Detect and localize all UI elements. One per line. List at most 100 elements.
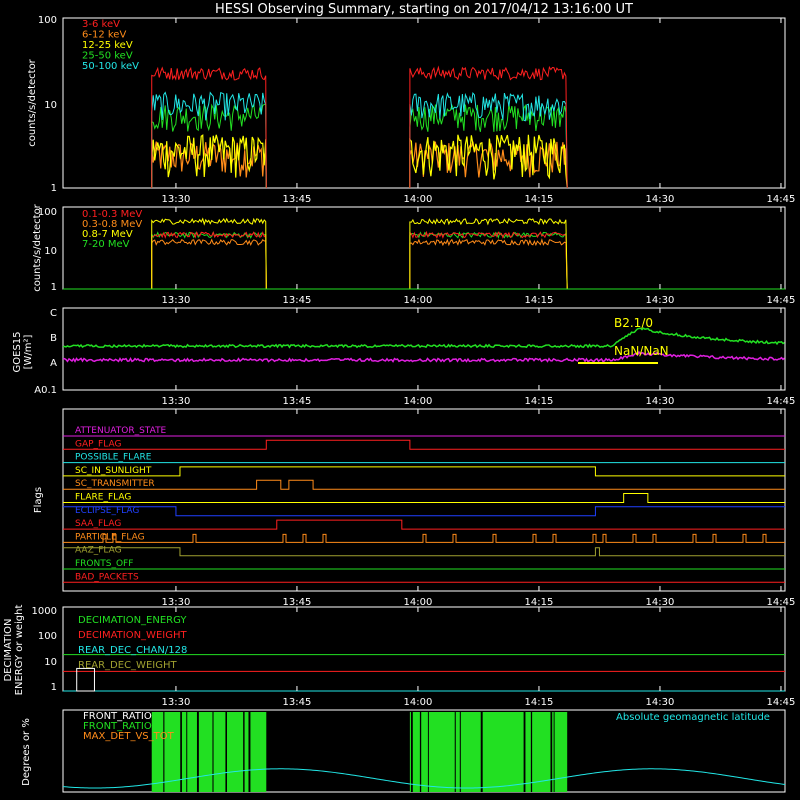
flag-line: [63, 506, 785, 517]
flag-label: FRONTS_OFF: [75, 559, 133, 569]
x-tick-label: 14:15: [525, 597, 554, 608]
x-tick-label: 14:45: [767, 295, 796, 306]
x-tick-label: 14:15: [525, 697, 554, 708]
panel-low-energy-ytick-10: 10: [44, 100, 57, 111]
flag-line: [63, 439, 785, 450]
legend-item: REAR_DEC_CHAN/128: [78, 645, 187, 656]
x-tick-label: 13:30: [162, 597, 191, 608]
panel-low-energy-xticks: 13:30 13:45 14:00 14:15 14:30 14:45: [162, 18, 796, 205]
panel-high-energy-ytick-100: 100: [38, 207, 57, 218]
flag-line: [63, 547, 785, 557]
x-tick-label: 13:30: [162, 194, 191, 205]
x-tick-label: 14:00: [404, 295, 433, 306]
flag-label: SAA_FLAG: [75, 519, 121, 529]
x-tick-label: 13:30: [162, 295, 191, 306]
panel-decimation-ytick-1: 1: [51, 682, 57, 693]
panel-goes: [62, 327, 785, 364]
panel-high-energy-xticks: 13:30 13:45 14:00 14:15 14:30 14:45: [162, 207, 796, 306]
legend-item: 3-6 keV: [82, 19, 120, 30]
panel-ratio: [62, 712, 786, 792]
panel-decimation-ytick-10: 10: [44, 657, 57, 668]
panel-goes-ylabel-line2: [W/m²]: [23, 334, 34, 369]
series-line-0.1-0.3-MeV: [409, 230, 568, 290]
series-line-12-25-keV: [409, 134, 568, 189]
panel-low-energy-frame: [62, 17, 786, 189]
x-tick-label: 14:30: [646, 194, 675, 205]
series-line-0.8-7-MeV: [151, 217, 267, 290]
flag-line: [63, 493, 785, 503]
panel-high-energy-ylabel: counts/s/detector: [32, 203, 43, 291]
series-line-0.3-0.8-MeV: [151, 238, 267, 290]
legend-item: DECIMATION_WEIGHT: [78, 630, 187, 641]
panel-decimation-legend: DECIMATION_ENERGY DECIMATION_WEIGHT REAR_D…: [78, 615, 187, 671]
legend-item: 0.3-0.8 MeV: [82, 219, 142, 230]
panel-flags: ATTENUATOR_STATE GAP_FLAG POSSIBLE_FLARE SC…: [63, 426, 785, 583]
x-tick-label: 14:30: [646, 295, 675, 306]
front-ratio-fill: [409, 712, 568, 792]
series-line-0.1-0.3-MeV: [151, 231, 267, 290]
legend-item: 12-25 keV: [82, 40, 133, 51]
legend-item: DECIMATION_ENERGY: [78, 615, 187, 626]
figure-title: HESSI Observing Summary, starting on 201…: [215, 2, 633, 17]
x-tick-label: 13:45: [283, 194, 312, 205]
panel-high-energy-frame: [62, 206, 786, 290]
flag-label: GAP_FLAG: [75, 439, 121, 449]
x-tick-label: 14:45: [767, 194, 796, 205]
panel-decimation-ylabel-line1: DECIMATION: [3, 618, 14, 681]
x-tick-label: 13:45: [283, 295, 312, 306]
legend-item: FRONT_RATIO: [83, 721, 152, 732]
panel-decimation-ytick-100: 100: [38, 631, 57, 642]
panel-high-energy-ytick-1: 1: [51, 282, 57, 293]
panel-goes-ytick-C: C: [50, 308, 57, 319]
flag-label: POSSIBLE_FLARE: [75, 453, 152, 463]
panel-flags-frame: [62, 408, 786, 592]
goes-annotation-short: NaN/NaN: [614, 344, 669, 358]
flag-label: PARTICLE_FLAG: [75, 532, 145, 542]
series-line-0.8-7-MeV: [409, 217, 568, 290]
series-line-0.3-0.8-MeV: [409, 238, 568, 290]
legend-item: REAR_DEC_WEIGHT: [78, 660, 177, 671]
legend-item: 6-12 keV: [82, 30, 126, 41]
series-line-3-6-keV: [151, 66, 267, 189]
x-tick-label: 14:15: [525, 194, 554, 205]
panel-high-energy: [63, 217, 785, 290]
flag-label: SC_TRANSMITTER: [75, 479, 155, 489]
flag-line: [63, 533, 785, 543]
flag-line: [63, 466, 785, 477]
series-line-50-100-keV: [151, 91, 267, 189]
panel-decimation-ytick-1000: 1000: [32, 606, 57, 617]
panel-goes-ytick-A: A: [50, 358, 57, 369]
panel-low-energy-ytick-1: 1: [51, 183, 57, 194]
x-tick-label: 14:00: [404, 697, 433, 708]
panel-goes-ytick-A0.1: A0.1: [34, 385, 57, 396]
flag-label: SC_IN_SUNLIGHT: [75, 466, 152, 476]
flag-label: AAZ_FLAG: [75, 546, 122, 556]
series-line-50-100-keV: [409, 92, 568, 189]
x-tick-label: 13:45: [283, 597, 312, 608]
legend-item: 50-100 keV: [82, 61, 139, 72]
flag-label: ECLIPSE_FLAG: [75, 506, 139, 516]
x-tick-label: 14:00: [404, 597, 433, 608]
x-tick-label: 14:15: [525, 396, 554, 407]
x-tick-label: 14:45: [767, 597, 796, 608]
legend-item: 0.1-0.3 MeV: [82, 209, 142, 220]
x-tick-label: 13:45: [283, 396, 312, 407]
geomagnetic-latitude-line: [62, 768, 786, 789]
flag-label: ATTENUATOR_STATE: [75, 426, 167, 436]
goes-annotation-long: B2.1/0: [614, 316, 653, 330]
flag-label: BAD_PACKETS: [75, 572, 139, 582]
panel-low-energy: [151, 65, 568, 189]
x-tick-label: 14:00: [404, 396, 433, 407]
x-tick-label: 14:30: [646, 697, 675, 708]
series-line-3-6-keV: [409, 65, 568, 189]
panel-goes-ytick-B: B: [50, 333, 57, 344]
panel-decimation: [63, 654, 785, 692]
legend-item: 25-50 keV: [82, 51, 133, 62]
panel-goes-ylabel-line1: GOES15: [12, 331, 23, 372]
series-line-12-25-keV: [151, 134, 267, 189]
